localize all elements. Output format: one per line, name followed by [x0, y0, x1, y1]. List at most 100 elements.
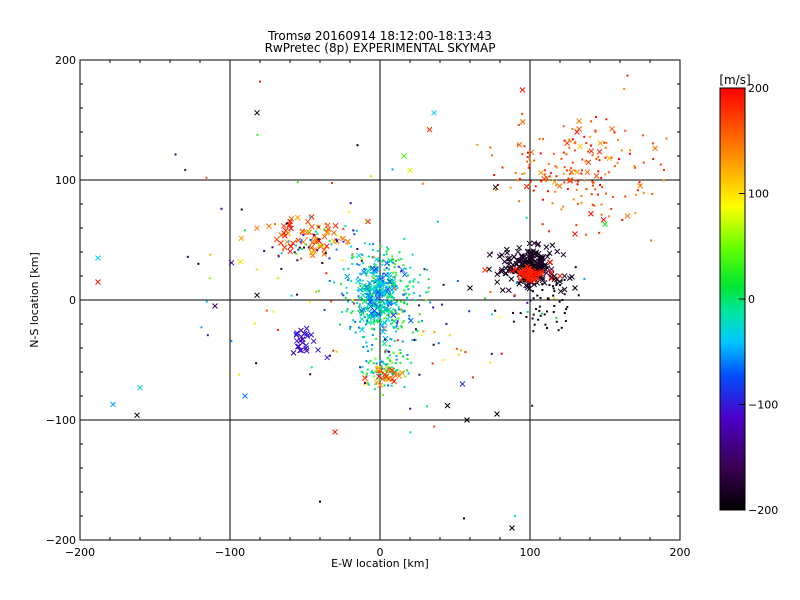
data-point-dot	[427, 286, 430, 289]
data-point-dot	[365, 345, 368, 348]
x-tick-label: 200	[670, 546, 691, 559]
data-point-dot	[397, 313, 400, 316]
data-point-dot	[367, 383, 370, 386]
data-point-dot	[382, 272, 385, 275]
data-point-dot	[385, 250, 388, 253]
data-point-dot	[476, 143, 479, 146]
data-point-dot	[557, 329, 560, 332]
data-point-dot	[549, 171, 552, 174]
data-point-dot	[600, 213, 603, 216]
data-point-cross	[602, 221, 608, 228]
data-point-dot	[617, 139, 620, 142]
data-point-dot	[385, 369, 388, 372]
data-point-dot	[421, 334, 424, 337]
data-point-dot	[405, 297, 408, 300]
data-point-dot	[406, 296, 409, 299]
data-point-dot	[375, 362, 378, 365]
data-point-dot	[350, 245, 353, 248]
data-point-dot	[383, 384, 386, 387]
data-point-cross	[359, 310, 365, 317]
data-point-dot	[624, 129, 627, 132]
data-point-dot	[642, 191, 645, 194]
grid-lines	[80, 60, 680, 540]
data-point-dot	[659, 163, 662, 166]
data-point-dot	[397, 258, 400, 261]
data-point-cross	[574, 169, 581, 175]
data-point-dot	[512, 320, 515, 323]
data-point-cross	[363, 380, 369, 387]
data-point-dot	[277, 277, 280, 280]
data-point-dot	[384, 350, 387, 353]
data-point-dot	[626, 74, 629, 77]
data-point-dot	[580, 201, 583, 204]
data-point-dot	[344, 225, 347, 228]
data-point-cross	[524, 263, 531, 270]
data-point-dot	[592, 181, 595, 184]
data-point-dot	[342, 240, 345, 243]
data-point-dot	[528, 157, 531, 160]
data-point-dot	[382, 254, 385, 257]
data-point-dot	[243, 229, 246, 232]
data-point-dot	[309, 373, 312, 376]
data-point-dot	[516, 179, 519, 182]
data-point-dot	[379, 320, 382, 323]
data-point-dot	[373, 375, 376, 378]
data-point-dot	[551, 285, 554, 288]
data-point-dot	[373, 315, 376, 318]
data-point-dot	[400, 300, 403, 303]
data-point-dot	[205, 300, 208, 303]
data-point-cross	[588, 148, 595, 154]
data-point-dot	[361, 365, 364, 368]
data-point-dot	[317, 289, 320, 292]
data-point-cross	[303, 325, 310, 332]
data-point-dot	[580, 172, 583, 175]
data-point-dot	[379, 274, 382, 277]
data-point-dot	[358, 305, 361, 308]
data-point-cross	[385, 306, 392, 313]
data-point-dot	[634, 193, 637, 196]
data-point-dot	[369, 293, 372, 296]
data-point-dot	[407, 288, 410, 291]
data-point-dot	[584, 233, 587, 236]
data-point-cross	[533, 270, 540, 277]
data-point-dot	[528, 183, 531, 186]
data-point-dot	[394, 362, 397, 365]
data-point-cross	[254, 109, 260, 116]
data-point-dot	[391, 168, 394, 171]
data-point-cross	[564, 140, 570, 146]
data-point-cross	[242, 393, 248, 399]
data-point-cross	[294, 214, 301, 221]
data-point-cross	[280, 223, 287, 229]
data-point-dot	[340, 236, 343, 239]
data-point-dot	[563, 293, 566, 296]
data-point-cross	[287, 218, 293, 225]
data-point-cross	[482, 267, 488, 273]
data-point-cross	[426, 126, 433, 133]
data-point-cross	[522, 269, 529, 276]
data-point-dot	[413, 338, 416, 341]
data-point-dot	[317, 244, 320, 247]
data-point-dot	[420, 319, 423, 322]
data-point-dot	[391, 372, 394, 375]
data-point-dot	[363, 335, 366, 338]
data-point-dot	[422, 330, 425, 333]
data-point-dot	[597, 155, 600, 158]
data-point-dot	[607, 215, 610, 218]
data-point-cross	[551, 179, 558, 185]
data-point-dot	[374, 357, 377, 360]
data-point-cross	[238, 235, 245, 242]
data-point-dot	[359, 366, 362, 369]
data-point-dot	[529, 180, 532, 183]
data-point-dot	[555, 320, 558, 323]
data-point-dot	[559, 284, 562, 287]
data-point-dot	[523, 145, 526, 148]
data-point-dot	[363, 316, 366, 319]
data-point-cross	[281, 244, 288, 251]
data-point-cross	[501, 258, 508, 265]
data-point-cross	[384, 299, 390, 306]
data-point-dot	[552, 287, 555, 290]
data-point-dot	[367, 361, 370, 364]
data-point-dot	[617, 158, 620, 161]
data-point-dot	[352, 255, 355, 258]
data-point-dot	[336, 239, 339, 242]
